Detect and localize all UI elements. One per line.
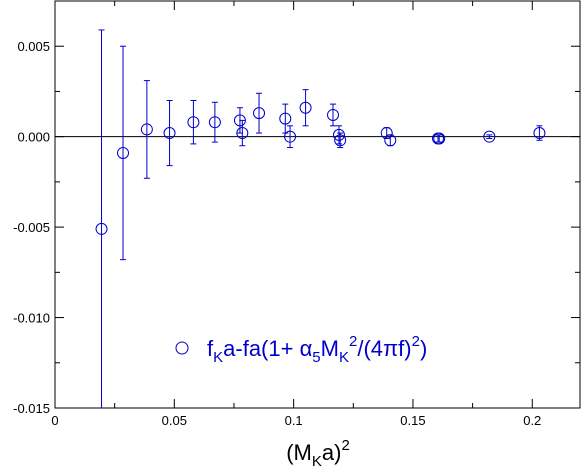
x-tick-label: 0 bbox=[51, 413, 58, 428]
data-marker-circle bbox=[279, 112, 292, 125]
data-point bbox=[163, 99, 176, 167]
data-marker-circle bbox=[95, 222, 108, 235]
data-marker-circle bbox=[284, 130, 297, 143]
legend: fKa-fa(1+ α5MK2/(4πf)2) bbox=[175, 333, 427, 366]
data-point bbox=[327, 103, 340, 127]
data-point bbox=[236, 119, 249, 147]
data-marker-circle bbox=[140, 123, 153, 136]
data-point bbox=[279, 103, 292, 134]
data-marker-circle bbox=[327, 108, 340, 121]
data-point bbox=[533, 125, 546, 141]
data-marker-circle bbox=[117, 146, 130, 159]
data-marker-circle bbox=[380, 127, 393, 140]
data-point bbox=[187, 99, 200, 145]
data-marker-circle bbox=[384, 134, 397, 147]
data-marker-circle bbox=[533, 127, 546, 140]
y-tick-label: 0.005 bbox=[17, 39, 50, 54]
data-point bbox=[334, 132, 347, 149]
y-tick-label: -0.015 bbox=[13, 401, 50, 416]
x-axis-title: (MKa)2 bbox=[286, 437, 350, 470]
data-point bbox=[140, 80, 153, 179]
data-marker-circle bbox=[233, 114, 246, 127]
axis-ticks: 0 0.05 0.1 0.15 0.2 -0.015 -0.010 -0.005 0.000 0.… bbox=[13, 1, 580, 428]
x-tick-label: 0.05 bbox=[162, 413, 187, 428]
data-series bbox=[95, 29, 546, 408]
x-tick-label: 0.15 bbox=[400, 413, 425, 428]
data-point bbox=[284, 125, 297, 149]
data-marker-circle bbox=[187, 116, 200, 129]
y-tick-label: -0.010 bbox=[13, 311, 50, 326]
data-point bbox=[208, 101, 221, 143]
x-tick-label: 0.1 bbox=[285, 413, 303, 428]
data-point bbox=[433, 132, 446, 145]
data-marker-circle bbox=[253, 107, 266, 120]
legend-label: fKa-fa(1+ α5MK2/(4πf)2) bbox=[207, 333, 427, 366]
data-point bbox=[95, 29, 108, 408]
data-marker-circle bbox=[433, 132, 446, 145]
plot-border bbox=[54, 0, 581, 409]
data-marker-circle bbox=[163, 127, 176, 140]
axis-labels: (MKa)2 bbox=[286, 437, 350, 470]
data-marker-circle bbox=[332, 128, 345, 141]
data-point bbox=[483, 130, 496, 143]
data-marker-circle bbox=[299, 101, 312, 114]
plot-frame bbox=[54, 0, 581, 409]
x-tick-label: 0.2 bbox=[523, 413, 541, 428]
y-tick-label: -0.005 bbox=[13, 220, 50, 235]
data-point bbox=[384, 134, 397, 147]
y-tick-label: 0.000 bbox=[17, 130, 50, 145]
data-point bbox=[117, 45, 130, 261]
data-marker-circle bbox=[483, 130, 496, 143]
data-marker-circle bbox=[236, 127, 249, 140]
data-point bbox=[253, 92, 266, 134]
data-point bbox=[299, 89, 312, 127]
data-marker-circle bbox=[208, 116, 221, 129]
data-marker-circle bbox=[334, 134, 347, 147]
legend-marker-circle bbox=[175, 341, 189, 355]
